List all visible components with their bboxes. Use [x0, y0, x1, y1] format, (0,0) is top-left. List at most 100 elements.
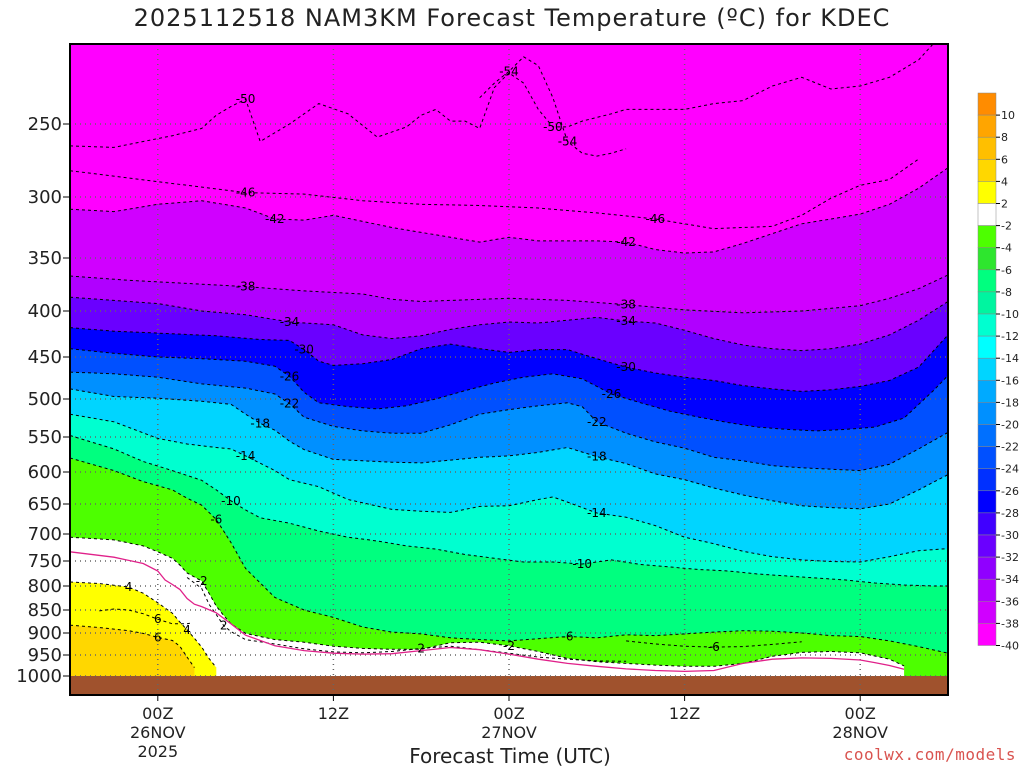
isotherm-label: 2 — [220, 619, 228, 633]
isotherm-label: -34 — [616, 314, 636, 328]
isotherm-label: -6 — [210, 513, 222, 527]
isotherm-label: -38 — [236, 280, 256, 294]
isotherm-line — [70, 167, 948, 254]
colorbar-label: -6 — [1001, 264, 1012, 277]
colorbar-label: -18 — [1001, 396, 1019, 409]
colorbar-label: -36 — [1001, 595, 1019, 608]
x-tick-label: 00Z — [493, 704, 524, 723]
isotherm-line — [70, 581, 217, 668]
isotherm-label: -6 — [562, 630, 574, 644]
isotherm-label: -30 — [616, 360, 636, 374]
isotherm-label: -42 — [616, 235, 636, 249]
isotherm-label: -42 — [265, 212, 285, 226]
x-tick-label: 00Z — [845, 704, 876, 723]
temperature-fill-layer — [70, 44, 948, 695]
isotherm-label-layer: -50-50-54-54-42-42-46-46-34 -34-38-38-30-… — [125, 64, 720, 655]
ground-fill — [70, 676, 948, 695]
isotherm-label: -10 — [221, 494, 241, 508]
isotherm-label: -18 — [587, 450, 607, 464]
colorbar-swatch — [977, 203, 997, 226]
fill-band — [70, 537, 905, 695]
isotherm-label: -38 — [616, 298, 636, 312]
isotherm-line — [70, 624, 195, 668]
isotherm-label: -22 — [280, 397, 300, 411]
colorbar-label: -34 — [1001, 573, 1019, 586]
isotherm-line — [70, 274, 948, 314]
x-tick-label: 2025 — [137, 742, 178, 761]
isotherm-line — [70, 327, 948, 392]
isotherm-label: -50 — [236, 92, 256, 106]
colorbar-swatch — [977, 490, 997, 514]
colorbar-swatch — [977, 269, 997, 293]
isotherm-line — [70, 388, 948, 510]
colorbar-label: -40 — [1001, 640, 1019, 653]
y-tick-label: 750 — [28, 551, 62, 572]
colorbar-swatch — [977, 291, 997, 315]
isotherm-label: 2 — [417, 641, 425, 655]
isotherm-label: 6 — [154, 612, 162, 626]
colorbar-swatch — [977, 512, 997, 536]
isotherm-label: -2 — [503, 639, 515, 653]
y-tick-label: 400 — [28, 301, 62, 322]
colorbar-label: 8 — [1001, 131, 1008, 144]
x-tick-label: 27NOV — [481, 723, 537, 742]
y-tick-label: 800 — [28, 576, 62, 597]
y-tick-label: 600 — [28, 462, 62, 483]
isotherm-line — [70, 457, 948, 654]
isotherm-label: -46 — [646, 212, 666, 226]
y-tick-label: 550 — [28, 427, 62, 448]
colorbar-swatch — [977, 159, 997, 182]
isotherm-label: -26 — [280, 369, 300, 383]
colorbar-label: -16 — [1001, 374, 1019, 387]
colorbar-label: 2 — [1001, 198, 1008, 211]
y-axis: 2503003504004505005506006507007508008509… — [16, 114, 70, 687]
colorbar-label: -20 — [1001, 419, 1019, 432]
colorbar-swatch — [977, 468, 997, 492]
isotherm-label: -34 — [280, 315, 300, 329]
y-tick-label: 650 — [28, 494, 62, 515]
x-tick-label: 12Z — [669, 704, 700, 723]
x-tick-label: 28NOV — [832, 723, 888, 742]
x-tick-label: 26NOV — [130, 723, 186, 742]
colorbar-swatch — [977, 181, 997, 204]
y-tick-label: 500 — [28, 389, 62, 410]
colorbar-swatch — [977, 556, 997, 580]
colorbar-swatch — [977, 225, 997, 248]
isotherm-line — [70, 435, 948, 587]
x-tick-label: 00Z — [142, 704, 173, 723]
credit-text: coolwx.com/models — [843, 745, 1016, 764]
isotherm-line — [70, 44, 934, 148]
colorbar-swatch — [977, 114, 997, 138]
isotherm-label: -6 — [708, 640, 720, 654]
colorbar-label: -38 — [1001, 617, 1019, 630]
x-axis-title: Forecast Time (UTC) — [409, 744, 611, 768]
isotherm-line — [70, 371, 948, 472]
isotherm-label: -30 — [294, 343, 314, 357]
colorbar-swatch — [977, 601, 997, 624]
isotherm-label: -54 — [558, 135, 578, 149]
isotherm-label: 4 — [183, 623, 191, 637]
colorbar: 10 8 6 4 2 -2 -4 -6 -8 -10 -12 -14 -16 -18 -20 -22 -24 -2… — [977, 92, 1019, 653]
colorbar-label: -26 — [1001, 485, 1019, 498]
y-tick-label: 850 — [28, 600, 62, 621]
colorbar-label: 10 — [1001, 109, 1015, 122]
y-tick-label: 300 — [28, 187, 62, 208]
y-tick-label: 450 — [28, 347, 62, 368]
isotherm-line — [186, 577, 627, 662]
y-tick-label: 900 — [28, 623, 62, 644]
colorbar-swatch — [977, 357, 997, 381]
colorbar-swatch — [977, 424, 997, 447]
colorbar-label: -8 — [1001, 286, 1012, 299]
colorbar-swatch — [977, 247, 997, 271]
colorbar-swatch — [977, 313, 997, 337]
colorbar-label: -14 — [1001, 352, 1019, 365]
colorbar-swatch — [977, 623, 997, 646]
colorbar-swatch — [977, 335, 997, 359]
colorbar-swatch — [977, 136, 997, 160]
colorbar-label: -28 — [1001, 507, 1019, 520]
isotherm-label: -14 — [236, 449, 256, 463]
ground-layer — [70, 676, 948, 695]
colorbar-swatch — [977, 380, 997, 403]
